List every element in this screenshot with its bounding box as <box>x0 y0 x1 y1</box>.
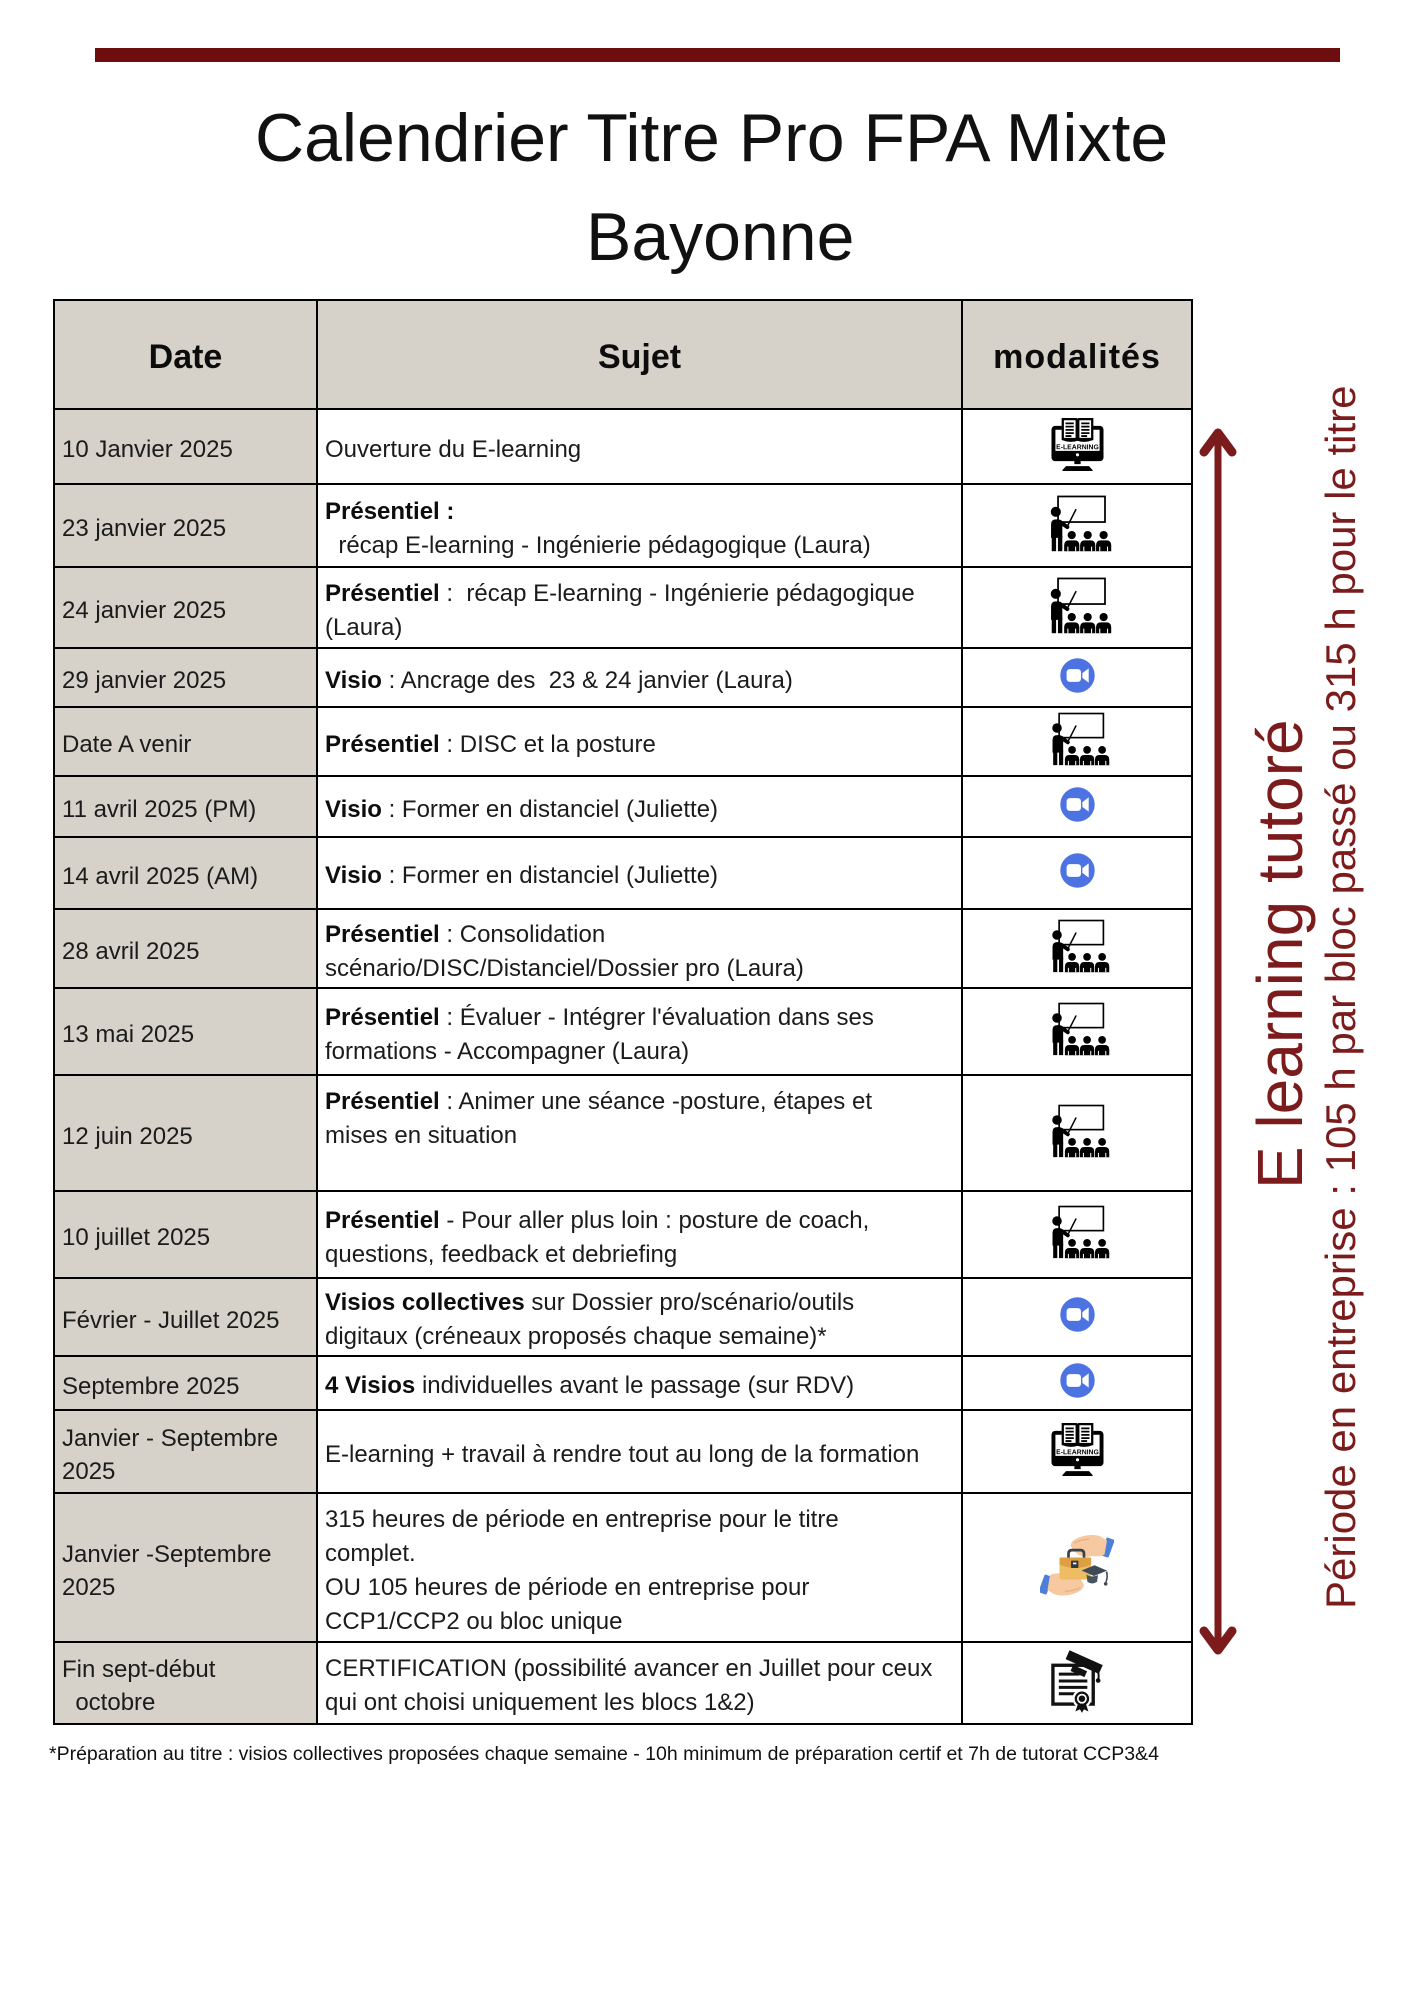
svg-text:E-LEARNING: E-LEARNING <box>1056 1449 1099 1456</box>
svg-text:E-LEARNING: E-LEARNING <box>1056 444 1099 451</box>
